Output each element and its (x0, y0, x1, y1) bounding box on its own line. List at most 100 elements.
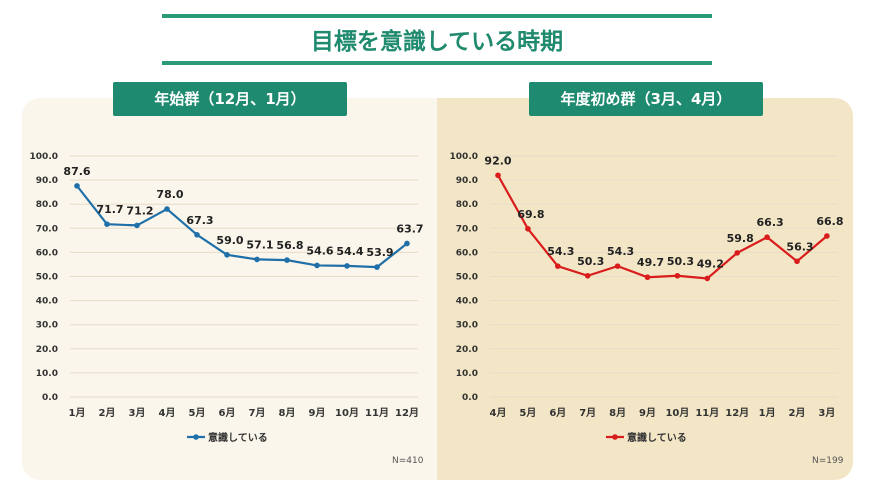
y-tick-label: 90.0 (456, 176, 478, 186)
x-tick-label: 10月 (335, 407, 359, 419)
data-point (824, 233, 830, 239)
data-label: 78.0 (156, 188, 183, 201)
x-tick-label: 7月 (579, 407, 596, 419)
data-point (734, 250, 740, 256)
data-label: 87.6 (63, 165, 90, 178)
data-point (495, 172, 501, 179)
series-line (76, 185, 408, 269)
y-tick-label: 50.0 (456, 273, 478, 283)
data-point (344, 263, 350, 269)
x-tick-label: 7月 (249, 407, 266, 419)
x-tick-label: 9月 (309, 407, 326, 419)
legend-label: 意識している (627, 431, 687, 444)
data-label: 49.7 (637, 256, 664, 269)
y-tick-label: 40.0 (456, 297, 478, 307)
y-tick-label: 40.0 (36, 297, 58, 307)
x-tick-label: 4月 (490, 407, 507, 419)
x-tick-label: 2月 (99, 407, 116, 419)
y-tick-label: 100.0 (30, 152, 58, 162)
y-tick-label: 0.0 (462, 393, 478, 403)
y-tick-label: 0.0 (42, 393, 58, 403)
y-tick-label: 80.0 (36, 200, 58, 210)
data-point (224, 252, 230, 258)
y-tick-label: 30.0 (36, 321, 58, 331)
y-tick-label: 60.0 (456, 248, 478, 258)
data-point (644, 274, 651, 281)
x-tick-label: 3月 (129, 407, 146, 419)
sample-size-note: N=410 (392, 456, 424, 466)
data-label: 50.3 (577, 255, 604, 268)
data-label: 49.2 (697, 257, 724, 270)
y-tick-label: 30.0 (456, 321, 478, 331)
data-point (614, 263, 621, 269)
data-label: 54.6 (306, 244, 333, 257)
data-label: 71.2 (126, 204, 153, 217)
data-point (404, 240, 410, 247)
y-tick-label: 20.0 (36, 345, 58, 355)
data-point (284, 257, 290, 263)
data-point (164, 206, 170, 212)
y-tick-label: 20.0 (456, 345, 478, 355)
data-point (794, 258, 800, 265)
y-tick-label: 90.0 (36, 176, 58, 186)
data-label: 67.3 (186, 214, 213, 227)
x-tick-label: 11月 (365, 407, 389, 419)
data-label: 63.7 (396, 222, 423, 235)
panel-label-right: 年度初め群（3月、4月） (529, 82, 763, 116)
legend-marker-icon (612, 434, 618, 440)
data-label: 57.1 (246, 238, 273, 251)
x-tick-label: 12月 (725, 407, 749, 419)
data-point (555, 263, 561, 269)
y-tick-label: 100.0 (450, 152, 478, 162)
data-point (584, 272, 591, 279)
data-point (104, 221, 110, 228)
y-tick-label: 10.0 (36, 369, 58, 379)
panel-fiscal-year-group (437, 98, 853, 480)
data-point (74, 183, 80, 189)
x-tick-label: 1月 (759, 407, 776, 419)
x-tick-label: 2月 (789, 407, 806, 419)
data-label: 56.3 (786, 240, 813, 253)
y-tick-label: 10.0 (456, 369, 478, 379)
x-tick-label: 9月 (639, 407, 656, 419)
data-label: 69.8 (517, 208, 544, 221)
x-tick-label: 10月 (665, 407, 689, 419)
title-rule-top (162, 14, 712, 18)
data-label: 56.8 (276, 239, 303, 252)
y-tick-label: 70.0 (456, 224, 478, 234)
x-tick-label: 8月 (279, 407, 296, 419)
data-label: 92.0 (484, 154, 511, 167)
title-rule-bottom (162, 61, 712, 65)
data-point (704, 275, 711, 282)
y-tick-label: 50.0 (36, 273, 58, 283)
x-tick-label: 1月 (69, 407, 86, 419)
x-tick-label: 6月 (549, 407, 566, 419)
sample-size-note: N=199 (812, 456, 844, 466)
y-tick-label: 80.0 (456, 200, 478, 210)
y-tick-label: 60.0 (36, 248, 58, 258)
x-tick-label: 11月 (695, 407, 719, 419)
data-point (525, 225, 531, 232)
legend-label: 意識している (208, 431, 268, 444)
data-point (194, 232, 200, 238)
data-label: 50.3 (667, 255, 694, 268)
data-label: 59.8 (727, 232, 754, 245)
data-point (314, 262, 320, 269)
data-label: 54.4 (336, 245, 363, 258)
x-tick-label: 12月 (395, 407, 419, 419)
data-label: 66.8 (816, 215, 843, 228)
data-label: 59.0 (216, 234, 243, 247)
panel-label-left: 年始群（12月、1月） (113, 82, 347, 116)
legend-marker-icon (193, 434, 199, 440)
x-tick-label: 8月 (609, 407, 626, 419)
data-point (764, 234, 770, 241)
data-label: 54.3 (607, 245, 634, 258)
data-label: 71.7 (96, 203, 123, 216)
data-point (254, 256, 260, 263)
x-tick-label: 5月 (189, 407, 206, 419)
x-tick-label: 5月 (519, 407, 536, 419)
series-line (497, 174, 828, 280)
y-tick-label: 70.0 (36, 224, 58, 234)
x-tick-label: 3月 (818, 407, 835, 419)
panel-new-year-group (22, 98, 438, 480)
